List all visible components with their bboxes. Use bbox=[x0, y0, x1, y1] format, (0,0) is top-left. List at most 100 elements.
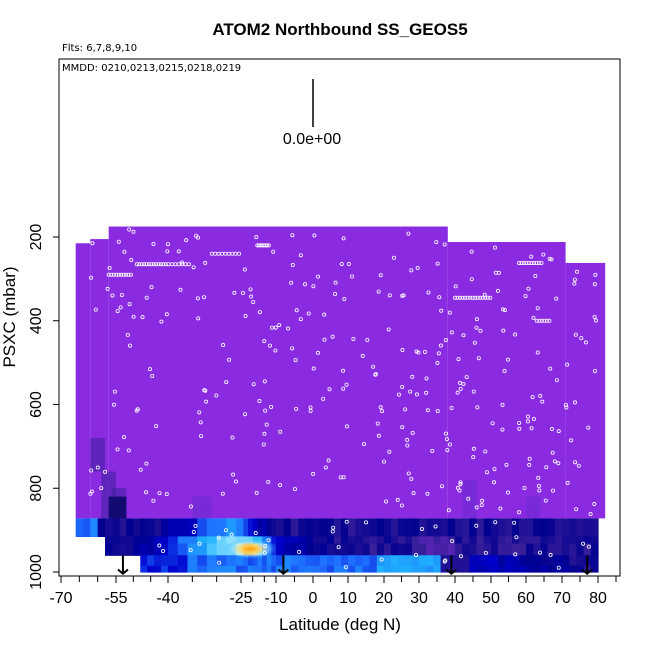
cell-r0--2 bbox=[305, 518, 314, 538]
cell-r0-14 bbox=[362, 518, 371, 538]
cell-r2-60 bbox=[526, 543, 534, 556]
data-point bbox=[521, 260, 526, 265]
cell-r4--2 bbox=[305, 565, 314, 573]
data-point bbox=[157, 543, 162, 548]
field-block-0 bbox=[75, 243, 91, 519]
cell-r3-8 bbox=[341, 555, 349, 567]
data-point bbox=[474, 317, 479, 322]
cell-r3--18 bbox=[257, 555, 263, 567]
cell-r1-62 bbox=[533, 536, 541, 545]
data-point bbox=[289, 280, 294, 285]
data-point bbox=[286, 326, 291, 331]
data-point bbox=[144, 262, 149, 267]
data-point bbox=[444, 437, 449, 442]
cell-r3--12 bbox=[271, 555, 277, 567]
data-point bbox=[298, 253, 303, 258]
data-point bbox=[425, 491, 430, 496]
data-point bbox=[565, 480, 570, 485]
cell-r0--32 bbox=[206, 518, 218, 538]
cell-r2--48 bbox=[140, 543, 148, 556]
cell-r4-54 bbox=[505, 565, 513, 573]
cell-r2--10 bbox=[276, 543, 284, 556]
data-point bbox=[445, 448, 450, 453]
y-tick-label-600: 600 bbox=[28, 391, 45, 418]
data-point bbox=[243, 412, 248, 417]
data-point bbox=[452, 295, 457, 300]
data-point bbox=[164, 492, 169, 497]
data-point bbox=[198, 420, 203, 425]
data-point bbox=[188, 548, 193, 553]
cell-r0-16 bbox=[369, 518, 378, 538]
cell-r4-44 bbox=[469, 565, 478, 573]
cell-r2-74 bbox=[576, 543, 585, 556]
data-point bbox=[148, 367, 153, 372]
data-point bbox=[379, 557, 384, 562]
data-point bbox=[483, 550, 488, 555]
cell-r4-18 bbox=[376, 565, 385, 573]
cell-r1-2 bbox=[320, 536, 328, 545]
data-point bbox=[214, 393, 219, 398]
data-point bbox=[116, 239, 121, 244]
cell-r4-72 bbox=[569, 565, 577, 573]
data-point bbox=[326, 458, 331, 463]
data-point bbox=[458, 295, 463, 300]
cell-r4--28 bbox=[226, 565, 237, 573]
data-point bbox=[134, 262, 139, 267]
cell-r4-66 bbox=[547, 565, 556, 573]
data-point bbox=[527, 456, 532, 461]
cell-r2-66 bbox=[547, 543, 556, 556]
data-point bbox=[401, 293, 406, 298]
data-point bbox=[293, 358, 298, 363]
data-point bbox=[473, 295, 478, 300]
cell-r1-18 bbox=[376, 536, 385, 545]
cell-r0--30 bbox=[216, 518, 227, 538]
data-point bbox=[312, 233, 317, 238]
data-point bbox=[442, 242, 447, 247]
plot-area bbox=[75, 226, 606, 575]
data-point bbox=[114, 272, 119, 277]
data-point bbox=[204, 399, 209, 404]
data-point bbox=[479, 503, 484, 508]
data-point bbox=[254, 490, 259, 495]
cell-r2-40 bbox=[455, 543, 463, 556]
data-point bbox=[492, 245, 497, 250]
data-point bbox=[278, 429, 283, 434]
cell-r0--16 bbox=[262, 518, 268, 538]
cell-r3-48 bbox=[483, 555, 492, 567]
cell-r1-8 bbox=[341, 536, 349, 545]
cell-r2--32 bbox=[206, 543, 218, 556]
data-point bbox=[217, 560, 222, 565]
data-point bbox=[447, 442, 452, 447]
data-point bbox=[294, 308, 299, 313]
data-point bbox=[290, 233, 295, 238]
cell-r0-10 bbox=[348, 518, 356, 538]
cell-r0--44 bbox=[154, 518, 162, 538]
cell-r0-68 bbox=[554, 518, 563, 538]
cell-r2-46 bbox=[476, 543, 485, 556]
cell-r2--38 bbox=[177, 543, 189, 556]
y-tick-label-400: 400 bbox=[28, 307, 45, 334]
data-point bbox=[573, 460, 578, 465]
cell-r1--32 bbox=[206, 536, 218, 545]
cell-r4-36 bbox=[440, 565, 449, 573]
x-tick-label-70: 70 bbox=[553, 590, 571, 607]
data-point bbox=[387, 293, 392, 298]
data-point bbox=[592, 369, 597, 374]
data-point bbox=[458, 380, 463, 385]
field-block-4 bbox=[565, 262, 606, 519]
data-point bbox=[151, 498, 156, 503]
surface-arrowhead-1 bbox=[277, 568, 290, 575]
data-point bbox=[137, 262, 142, 267]
x-tick-label-50: 50 bbox=[482, 590, 500, 607]
cell-r4-6 bbox=[334, 565, 342, 573]
data-point bbox=[435, 261, 440, 266]
data-point bbox=[176, 249, 181, 254]
data-point bbox=[151, 262, 156, 267]
data-point bbox=[267, 343, 272, 348]
data-point bbox=[539, 318, 544, 323]
data-point bbox=[446, 508, 451, 513]
data-point bbox=[572, 281, 577, 286]
data-point bbox=[233, 479, 238, 484]
data-point bbox=[89, 275, 94, 280]
data-point bbox=[391, 255, 396, 260]
